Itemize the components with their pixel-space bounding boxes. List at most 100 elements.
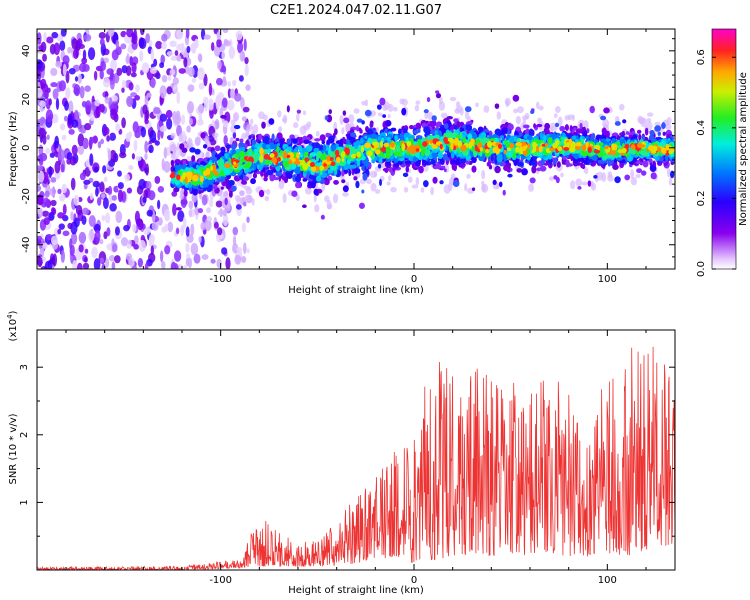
signal-blob xyxy=(516,168,523,173)
signal-blob xyxy=(306,171,311,176)
signal-blob xyxy=(462,149,469,157)
noise-blob xyxy=(241,50,246,61)
signal-blob xyxy=(209,183,213,188)
noise-blob xyxy=(97,141,102,149)
signal-blob xyxy=(630,149,636,155)
noise-blob xyxy=(76,262,83,269)
noise-blob xyxy=(221,51,226,60)
signal-blob xyxy=(340,159,347,166)
haze-blob xyxy=(374,189,381,194)
noise-blob xyxy=(213,45,221,57)
signal-blob xyxy=(649,129,655,136)
noise-blob xyxy=(138,178,146,190)
noise-blob xyxy=(37,118,44,126)
signal-blob xyxy=(440,165,446,169)
noise-blob xyxy=(232,226,239,236)
signal-blob xyxy=(174,179,180,186)
haze-blob xyxy=(282,193,287,204)
signal-blob xyxy=(286,172,293,180)
noise-blob xyxy=(78,244,84,253)
noise-blob xyxy=(138,239,146,252)
noise-blob xyxy=(225,257,231,269)
signal-blob xyxy=(564,124,569,131)
haze-blob xyxy=(348,114,355,123)
noise-blob xyxy=(131,33,138,45)
noise-blob xyxy=(45,147,51,155)
haze-blob xyxy=(654,121,661,127)
noise-blob xyxy=(216,38,222,48)
noise-blob xyxy=(201,254,209,260)
noise-blob xyxy=(198,103,205,114)
signal-blob xyxy=(543,162,549,166)
haze-blob xyxy=(332,193,339,204)
signal-blob xyxy=(477,126,484,132)
noise-blob xyxy=(222,76,227,83)
noise-blob xyxy=(37,194,44,205)
noise-blob xyxy=(61,134,67,141)
noise-blob xyxy=(197,53,203,62)
signal-blob xyxy=(554,122,560,128)
signal-blob xyxy=(379,178,382,187)
haze-blob xyxy=(244,194,251,203)
signal-blob xyxy=(439,180,444,185)
signal-blob xyxy=(621,130,625,135)
signal-blob xyxy=(388,146,391,155)
noise-blob xyxy=(232,131,237,139)
noise-blob xyxy=(169,40,177,48)
signal-blob xyxy=(258,133,263,141)
noise-blob xyxy=(77,144,85,155)
noise-blob xyxy=(110,108,118,120)
signal-blob xyxy=(459,127,465,133)
signal-blob xyxy=(373,129,377,133)
noise-blob xyxy=(49,187,56,197)
noise-blob xyxy=(37,184,42,192)
haze-blob xyxy=(176,142,180,151)
signal-blob xyxy=(269,141,275,150)
noise-blob xyxy=(62,63,67,77)
signal-blob xyxy=(644,127,649,136)
noise-blob xyxy=(215,97,221,111)
noise-blob xyxy=(172,84,179,95)
noise-blob xyxy=(126,243,132,249)
noise-blob xyxy=(131,265,138,269)
signal-blob xyxy=(444,123,449,130)
noise-blob xyxy=(150,245,155,256)
haze-blob xyxy=(528,183,534,192)
noise-blob xyxy=(59,193,66,202)
signal-blob xyxy=(263,139,268,145)
signal-blob xyxy=(394,135,398,142)
noise-blob xyxy=(78,231,87,244)
signal-blob xyxy=(328,109,332,115)
noise-blob xyxy=(72,259,78,269)
noise-blob xyxy=(128,258,133,266)
noise-blob xyxy=(37,68,41,80)
noise-blob xyxy=(83,256,88,263)
signal-blob xyxy=(460,162,466,168)
haze-blob xyxy=(206,207,211,214)
noise-blob xyxy=(135,84,140,93)
noise-blob xyxy=(137,257,143,268)
haze-blob xyxy=(265,188,271,195)
noise-blob xyxy=(161,41,167,50)
signal-blob xyxy=(586,128,590,134)
noise-blob xyxy=(51,113,59,124)
noise-blob xyxy=(187,84,195,92)
noise-blob xyxy=(213,221,219,229)
noise-blob xyxy=(103,231,108,240)
noise-blob xyxy=(115,123,121,132)
signal-blob xyxy=(265,144,271,149)
noise-blob xyxy=(221,97,228,108)
signal-blob xyxy=(405,166,410,173)
signal-blob xyxy=(394,162,400,168)
signal-blob xyxy=(410,156,414,161)
haze-blob xyxy=(233,111,240,122)
noise-blob xyxy=(72,48,79,60)
signal-blob xyxy=(446,157,450,161)
signal-blob xyxy=(581,138,585,144)
signal-blob xyxy=(452,179,460,188)
signal-blob xyxy=(233,124,241,130)
signal-blob xyxy=(502,189,506,196)
noise-blob xyxy=(194,136,201,146)
noise-blob xyxy=(161,75,168,83)
noise-blob xyxy=(154,140,160,146)
